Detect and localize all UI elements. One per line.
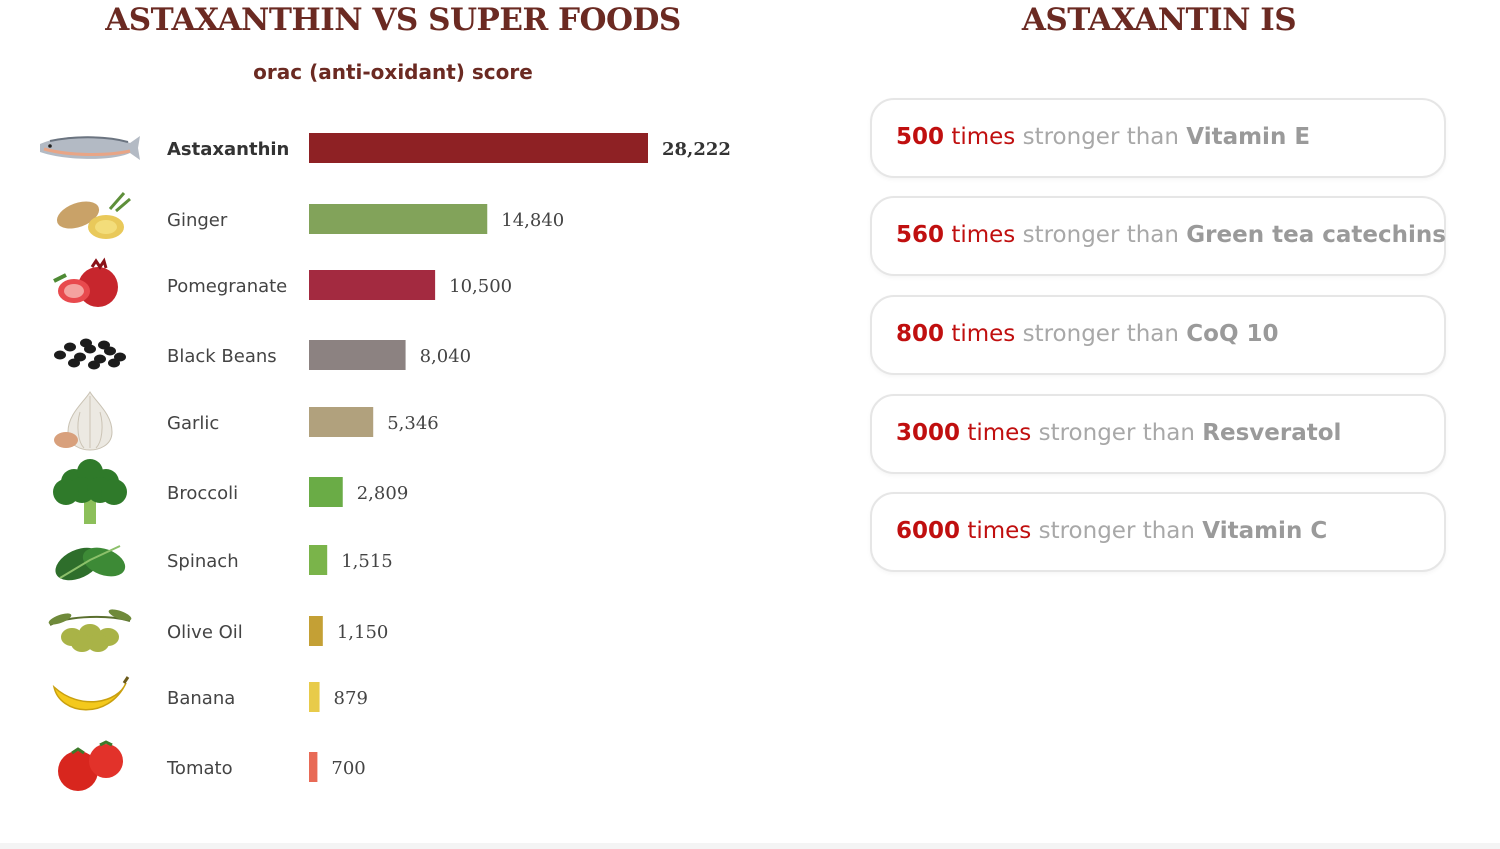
comparison-text: 6000 times stronger than Vitamin C bbox=[896, 518, 1327, 544]
bar bbox=[309, 477, 343, 507]
comparison-card: 560 times stronger than Green tea catech… bbox=[870, 196, 1446, 276]
value-label: 14,840 bbox=[501, 210, 564, 231]
value-label: 28,222 bbox=[662, 139, 731, 160]
black-beans-icon bbox=[54, 338, 126, 370]
bar bbox=[309, 616, 323, 646]
bar bbox=[309, 682, 320, 712]
value-label: 879 bbox=[334, 688, 368, 709]
category-label: Broccoli bbox=[167, 483, 238, 504]
comparison-target: CoQ 10 bbox=[1186, 321, 1279, 347]
value-label: 10,500 bbox=[449, 276, 512, 297]
category-label: Olive Oil bbox=[167, 622, 243, 643]
comparison-title: ASTAXANTIN IS bbox=[1021, 2, 1297, 38]
chart-subtitle: orac (anti-oxidant) score bbox=[253, 60, 533, 84]
comparison-times: times bbox=[944, 321, 1016, 347]
comparison-card: 800 times stronger than CoQ 10 bbox=[870, 295, 1446, 375]
comparison-phrase: stronger than bbox=[1031, 518, 1203, 544]
comparison-target: Green tea catechins bbox=[1186, 222, 1446, 248]
chart-title: ASTAXANTHIN VS SUPER FOODS bbox=[105, 2, 681, 38]
comparison-times: times bbox=[960, 518, 1032, 544]
garlic-icon bbox=[54, 391, 113, 451]
comparison-card: 3000 times stronger than Resveratol bbox=[870, 394, 1446, 474]
comparison-factor: 6000 bbox=[896, 518, 961, 544]
comparison-phrase: stronger than bbox=[1031, 420, 1203, 446]
category-label: Banana bbox=[167, 688, 235, 709]
comparison-text: 3000 times stronger than Resveratol bbox=[896, 420, 1341, 446]
broccoli-icon bbox=[53, 459, 127, 524]
comparison-target: Vitamin E bbox=[1186, 124, 1311, 150]
value-label: 1,515 bbox=[341, 551, 393, 572]
comparison-factor: 560 bbox=[896, 222, 945, 248]
value-label: 8,040 bbox=[420, 346, 472, 367]
bar bbox=[309, 752, 318, 782]
bar bbox=[309, 133, 648, 163]
comparison-times: times bbox=[944, 124, 1016, 150]
category-label: Garlic bbox=[167, 413, 219, 434]
orac-bar-chart: Astaxanthin 28,222 Ginger 14,840 Pomegranate… bbox=[40, 133, 731, 791]
category-label: Astaxanthin bbox=[167, 139, 289, 160]
value-label: 700 bbox=[331, 758, 365, 779]
category-label: Ginger bbox=[167, 210, 228, 231]
salmon-icon bbox=[40, 136, 140, 160]
bottom-divider bbox=[0, 843, 1500, 849]
tomato-icon bbox=[58, 740, 123, 791]
category-label: Black Beans bbox=[167, 346, 277, 367]
category-label: Tomato bbox=[166, 758, 233, 779]
comparison-phrase: stronger than bbox=[1015, 124, 1187, 150]
comparison-factor: 500 bbox=[896, 124, 945, 150]
comparison-factor: 800 bbox=[896, 321, 945, 347]
bar bbox=[309, 204, 488, 234]
value-label: 5,346 bbox=[387, 413, 439, 434]
comparison-card: 500 times stronger than Vitamin E bbox=[870, 98, 1446, 178]
comparison-phrase: stronger than bbox=[1015, 222, 1187, 248]
comparison-text: 800 times stronger than CoQ 10 bbox=[896, 321, 1279, 347]
comparison-target: Resveratol bbox=[1202, 420, 1342, 446]
bar bbox=[309, 545, 328, 575]
bar bbox=[309, 340, 406, 370]
comparison-card: 6000 times stronger than Vitamin C bbox=[870, 492, 1446, 572]
bar bbox=[309, 407, 374, 437]
pomegranate-icon bbox=[53, 257, 118, 307]
bar bbox=[309, 270, 436, 300]
comparison-factor: 3000 bbox=[896, 420, 961, 446]
value-label: 2,809 bbox=[357, 483, 409, 504]
comparison-text: 500 times stronger than Vitamin E bbox=[896, 124, 1310, 150]
comparison-phrase: stronger than bbox=[1015, 321, 1187, 347]
category-label: Pomegranate bbox=[167, 276, 287, 297]
comparison-times: times bbox=[944, 222, 1016, 248]
ginger-icon bbox=[56, 192, 131, 239]
banana-icon bbox=[52, 676, 130, 711]
comparison-target: Vitamin C bbox=[1202, 518, 1328, 544]
category-label: Spinach bbox=[167, 551, 239, 572]
spinach-icon bbox=[55, 545, 126, 581]
comparison-text: 560 times stronger than Green tea catech… bbox=[896, 222, 1446, 248]
comparison-times: times bbox=[960, 420, 1032, 446]
olives-icon bbox=[48, 609, 132, 652]
value-label: 1,150 bbox=[337, 622, 389, 643]
